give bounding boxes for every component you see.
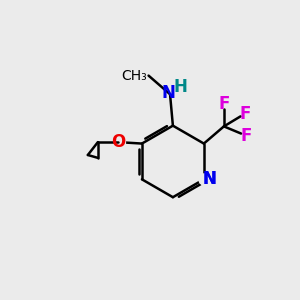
Text: N: N [162, 84, 176, 102]
Text: N: N [202, 170, 216, 188]
Text: O: O [111, 133, 126, 151]
Text: F: F [218, 95, 230, 113]
Text: H: H [173, 78, 187, 96]
Text: N: N [202, 170, 216, 188]
Text: F: F [241, 128, 252, 146]
Text: CH₃: CH₃ [122, 69, 147, 82]
Text: F: F [240, 104, 251, 122]
